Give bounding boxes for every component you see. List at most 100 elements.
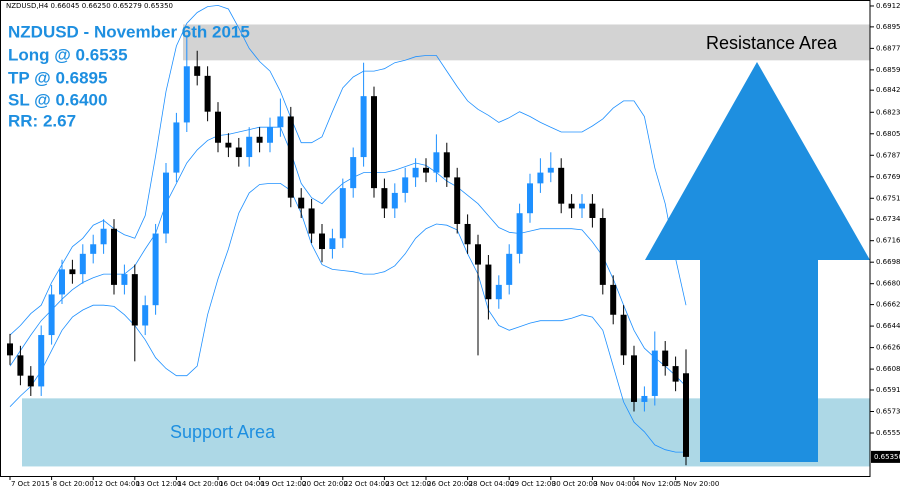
candle-body xyxy=(506,253,513,285)
candle-body xyxy=(620,314,627,356)
candle-body xyxy=(527,183,533,214)
candle-body xyxy=(381,188,388,209)
candle-body xyxy=(48,294,55,336)
annotation: SL @ 0.6400 xyxy=(8,90,107,109)
candle-body xyxy=(485,264,492,300)
candle-body xyxy=(246,136,253,158)
candle-body xyxy=(589,203,596,218)
candle-body xyxy=(298,197,305,209)
candle-body xyxy=(79,253,86,275)
candle-body xyxy=(423,167,429,173)
candle-body xyxy=(516,213,523,254)
candle-body xyxy=(100,228,107,245)
candle-body xyxy=(391,192,398,209)
candle-body xyxy=(547,167,554,173)
candle-body xyxy=(537,172,544,184)
candle-body xyxy=(683,373,689,457)
candle-body xyxy=(371,96,377,189)
candle-body xyxy=(308,208,315,234)
annotation: Long @ 0.6535 xyxy=(8,45,128,64)
zone-label: Support Area xyxy=(170,422,276,442)
candle-body xyxy=(579,203,585,209)
candle-body xyxy=(319,233,325,250)
plot-frame xyxy=(0,0,871,477)
candle-body xyxy=(495,284,502,300)
x-tick-label: 3 Nov 04:00 xyxy=(593,480,636,488)
candle-body xyxy=(215,111,221,143)
candle-body xyxy=(142,305,149,326)
y-tick-label: 0.67695 xyxy=(876,173,900,181)
zone xyxy=(183,24,870,61)
candle-body xyxy=(287,116,294,198)
x-tick-label: 12 Oct 04:00 xyxy=(94,480,140,488)
candle-body xyxy=(121,274,128,285)
candle-body xyxy=(277,116,284,128)
x-tick-label: 26 Oct 20:00 xyxy=(427,480,473,488)
candle-body xyxy=(27,375,34,387)
candle-body xyxy=(131,274,138,326)
current-price-label: 0.65350 xyxy=(874,453,900,461)
x-tick-label: 30 Oct 20:00 xyxy=(552,480,598,488)
y-tick-label: 0.68235 xyxy=(876,108,900,116)
annotation: NZDUSD - November 6th 2015 xyxy=(8,22,250,41)
x-tick-label: 16 Oct 04:00 xyxy=(219,480,265,488)
y-tick-label: 0.69125 xyxy=(876,2,900,10)
y-tick-label: 0.66445 xyxy=(876,322,900,330)
symbol-header: NZDUSD,H4 0.66045 0.66250 0.65279 0.6535… xyxy=(6,2,173,10)
candle-body xyxy=(204,75,211,112)
candle-body xyxy=(90,244,97,254)
candle-body xyxy=(443,152,450,178)
current-price-box xyxy=(871,450,900,463)
candle-body xyxy=(475,244,481,265)
x-tick-label: 4 Nov 12:00 xyxy=(635,480,678,488)
candle-body xyxy=(329,238,336,250)
candle-body xyxy=(610,284,617,315)
y-tick-label: 0.67875 xyxy=(876,151,900,159)
candle-body xyxy=(599,217,606,285)
plot xyxy=(7,4,689,466)
x-tick-label: 14 Oct 20:00 xyxy=(177,480,223,488)
candle-body xyxy=(433,152,440,173)
candle-body xyxy=(194,66,201,76)
x-tick-label: 19 Oct 12:00 xyxy=(261,480,307,488)
candle-body xyxy=(631,355,637,402)
candle-body xyxy=(267,127,273,143)
candle-body xyxy=(350,157,357,189)
candle-body xyxy=(662,350,669,367)
candle-body xyxy=(256,136,263,143)
candle-body xyxy=(558,167,565,204)
candle-body xyxy=(641,395,648,402)
x-tick-label: 13 Oct 12:00 xyxy=(136,480,182,488)
x-tick-label: 23 Oct 12:00 xyxy=(385,480,431,488)
candle-body xyxy=(17,355,24,376)
y-tick-label: 0.67515 xyxy=(876,194,900,202)
band-line xyxy=(9,183,686,453)
x-tick-label: 5 Nov 20:00 xyxy=(677,480,720,488)
candle-body xyxy=(360,96,367,158)
candle-body xyxy=(38,335,45,387)
candle-body xyxy=(454,177,461,224)
up-arrow xyxy=(645,62,870,462)
candle-body xyxy=(464,223,471,245)
x-tick-label: 22 Oct 04:00 xyxy=(344,480,390,488)
candle-body xyxy=(568,203,575,209)
candle-body xyxy=(111,228,117,285)
band-line xyxy=(9,4,687,336)
candle-body xyxy=(152,233,159,306)
candle-body xyxy=(225,142,232,148)
zone-label: Resistance Area xyxy=(706,33,838,53)
candle-body xyxy=(59,269,65,295)
x-tick-label: 7 Oct 2015 xyxy=(11,480,50,488)
y-tick-label: 0.68055 xyxy=(876,130,900,138)
